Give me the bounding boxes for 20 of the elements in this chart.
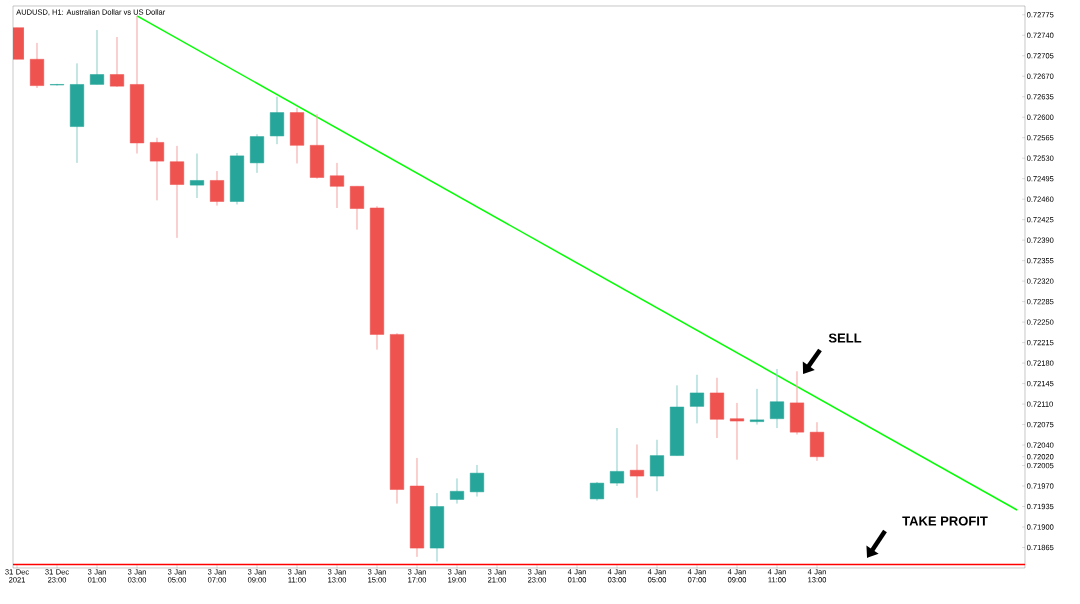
candlestick <box>769 368 785 429</box>
candlestick <box>89 29 105 85</box>
candlestick <box>689 374 705 424</box>
candlestick <box>189 153 205 199</box>
candlestick <box>729 402 745 461</box>
candlestick <box>349 185 365 231</box>
candlestick <box>329 162 345 209</box>
candlestick <box>269 96 285 145</box>
candlestick <box>469 464 485 498</box>
candlestick <box>149 137 165 201</box>
annotation: SELL <box>828 333 862 343</box>
candlestick <box>209 170 225 207</box>
candlestick <box>109 36 125 88</box>
candlestick <box>649 439 665 492</box>
candlestick <box>449 477 465 505</box>
annotation: TAKE PROFIT <box>902 516 988 526</box>
candlestick <box>629 443 645 499</box>
candlestick <box>169 145 185 239</box>
candlestick <box>609 427 625 487</box>
candlestick <box>749 388 765 426</box>
